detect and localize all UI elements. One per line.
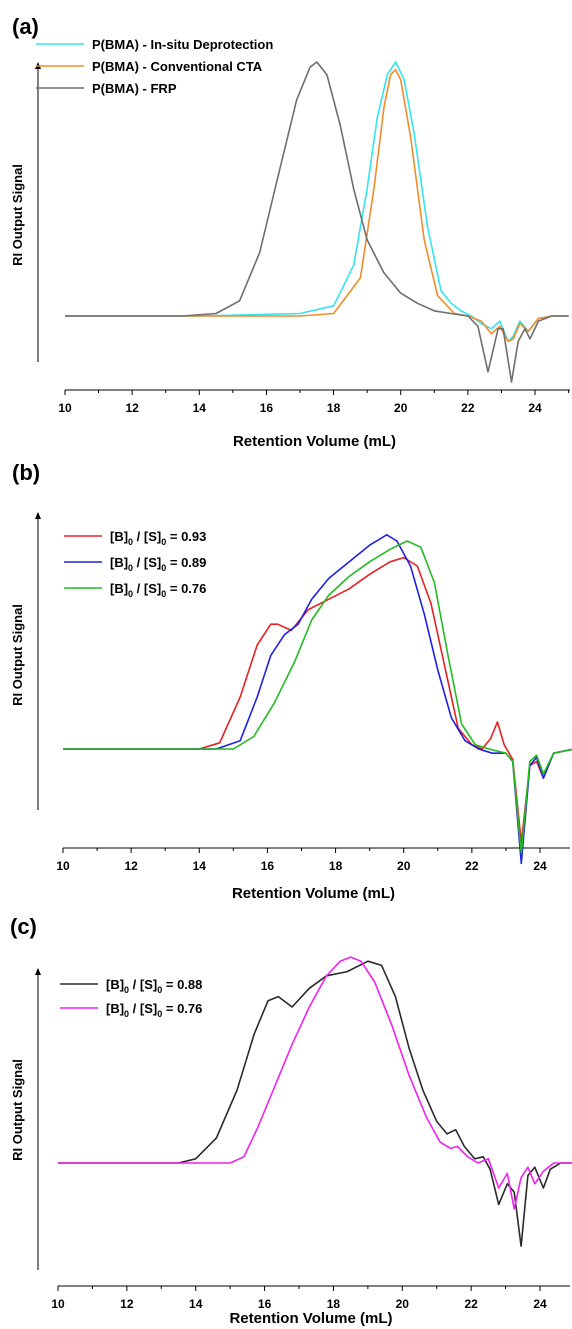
x-tick-label: 24 bbox=[528, 401, 542, 415]
y-axis-arrow bbox=[35, 512, 41, 519]
series-line-3 bbox=[65, 61, 569, 383]
x-tick-label: 22 bbox=[461, 401, 475, 415]
legend-label: P(BMA) - FRP bbox=[92, 81, 177, 96]
x-tick-label: 20 bbox=[397, 859, 411, 873]
series-line-2 bbox=[65, 68, 569, 343]
x-tick-label: 16 bbox=[258, 1297, 272, 1311]
y-axis-arrow bbox=[35, 968, 41, 975]
panel-label: (c) bbox=[10, 914, 37, 939]
x-tick-label: 24 bbox=[533, 859, 547, 873]
series-line-1 bbox=[65, 61, 569, 343]
y-axis-title: RI Output Signal bbox=[10, 1059, 25, 1161]
chart-panel-1: (a) RI Output Signal 10 12 14 16 18 20 22 24 Reten… bbox=[10, 14, 570, 450]
x-tick-label: 14 bbox=[193, 401, 207, 415]
legend-label: [B]0 / [S]0 = 0.76 bbox=[110, 581, 206, 599]
x-axis-title: Retention Volume (mL) bbox=[233, 433, 396, 450]
y-axis-title: RI Output Signal bbox=[10, 164, 25, 266]
x-tick-label: 12 bbox=[124, 859, 138, 873]
x-tick-label: 24 bbox=[533, 1297, 547, 1311]
panel-label: (a) bbox=[12, 14, 39, 39]
x-axis-title: Retention Volume (mL) bbox=[229, 1310, 392, 1327]
x-tick-label: 18 bbox=[327, 401, 341, 415]
x-tick-label: 18 bbox=[327, 1297, 341, 1311]
x-tick-label: 10 bbox=[56, 859, 70, 873]
legend-label: P(BMA) - In-situ Deprotection bbox=[92, 37, 273, 52]
series-line-1 bbox=[63, 556, 572, 844]
series-line-2 bbox=[58, 956, 572, 1210]
chart-panel-2: (b) RI Output Signal 10 12 14 16 18 20 22 24 Reten… bbox=[10, 460, 572, 902]
legend-label: [B]0 / [S]0 = 0.88 bbox=[106, 977, 202, 995]
x-tick-label: 10 bbox=[51, 1297, 65, 1311]
x-tick-label: 10 bbox=[58, 401, 72, 415]
x-axis-title: Retention Volume (mL) bbox=[232, 885, 395, 902]
x-tick-label: 20 bbox=[396, 1297, 410, 1311]
x-tick-label: 14 bbox=[189, 1297, 203, 1311]
panel-label: (b) bbox=[12, 460, 40, 485]
x-tick-label: 12 bbox=[120, 1297, 134, 1311]
chart-panel-3: (c) RI Output Signal 10 12 14 16 18 20 22 24 Reten… bbox=[10, 914, 572, 1327]
x-tick-label: 16 bbox=[260, 401, 274, 415]
x-tick-label: 22 bbox=[465, 859, 479, 873]
legend-label: [B]0 / [S]0 = 0.89 bbox=[110, 555, 206, 573]
series-line-1 bbox=[58, 960, 572, 1247]
legend-label: [B]0 / [S]0 = 0.93 bbox=[110, 529, 206, 547]
x-tick-label: 14 bbox=[193, 859, 207, 873]
x-tick-label: 18 bbox=[329, 859, 343, 873]
series-line-3 bbox=[63, 540, 572, 854]
x-tick-label: 22 bbox=[464, 1297, 478, 1311]
x-tick-label: 12 bbox=[125, 401, 139, 415]
legend-label: [B]0 / [S]0 = 0.76 bbox=[106, 1001, 202, 1019]
y-axis-title: RI Output Signal bbox=[10, 604, 25, 706]
x-tick-label: 16 bbox=[261, 859, 275, 873]
x-tick-label: 20 bbox=[394, 401, 408, 415]
legend-label: P(BMA) - Conventional CTA bbox=[92, 59, 263, 74]
